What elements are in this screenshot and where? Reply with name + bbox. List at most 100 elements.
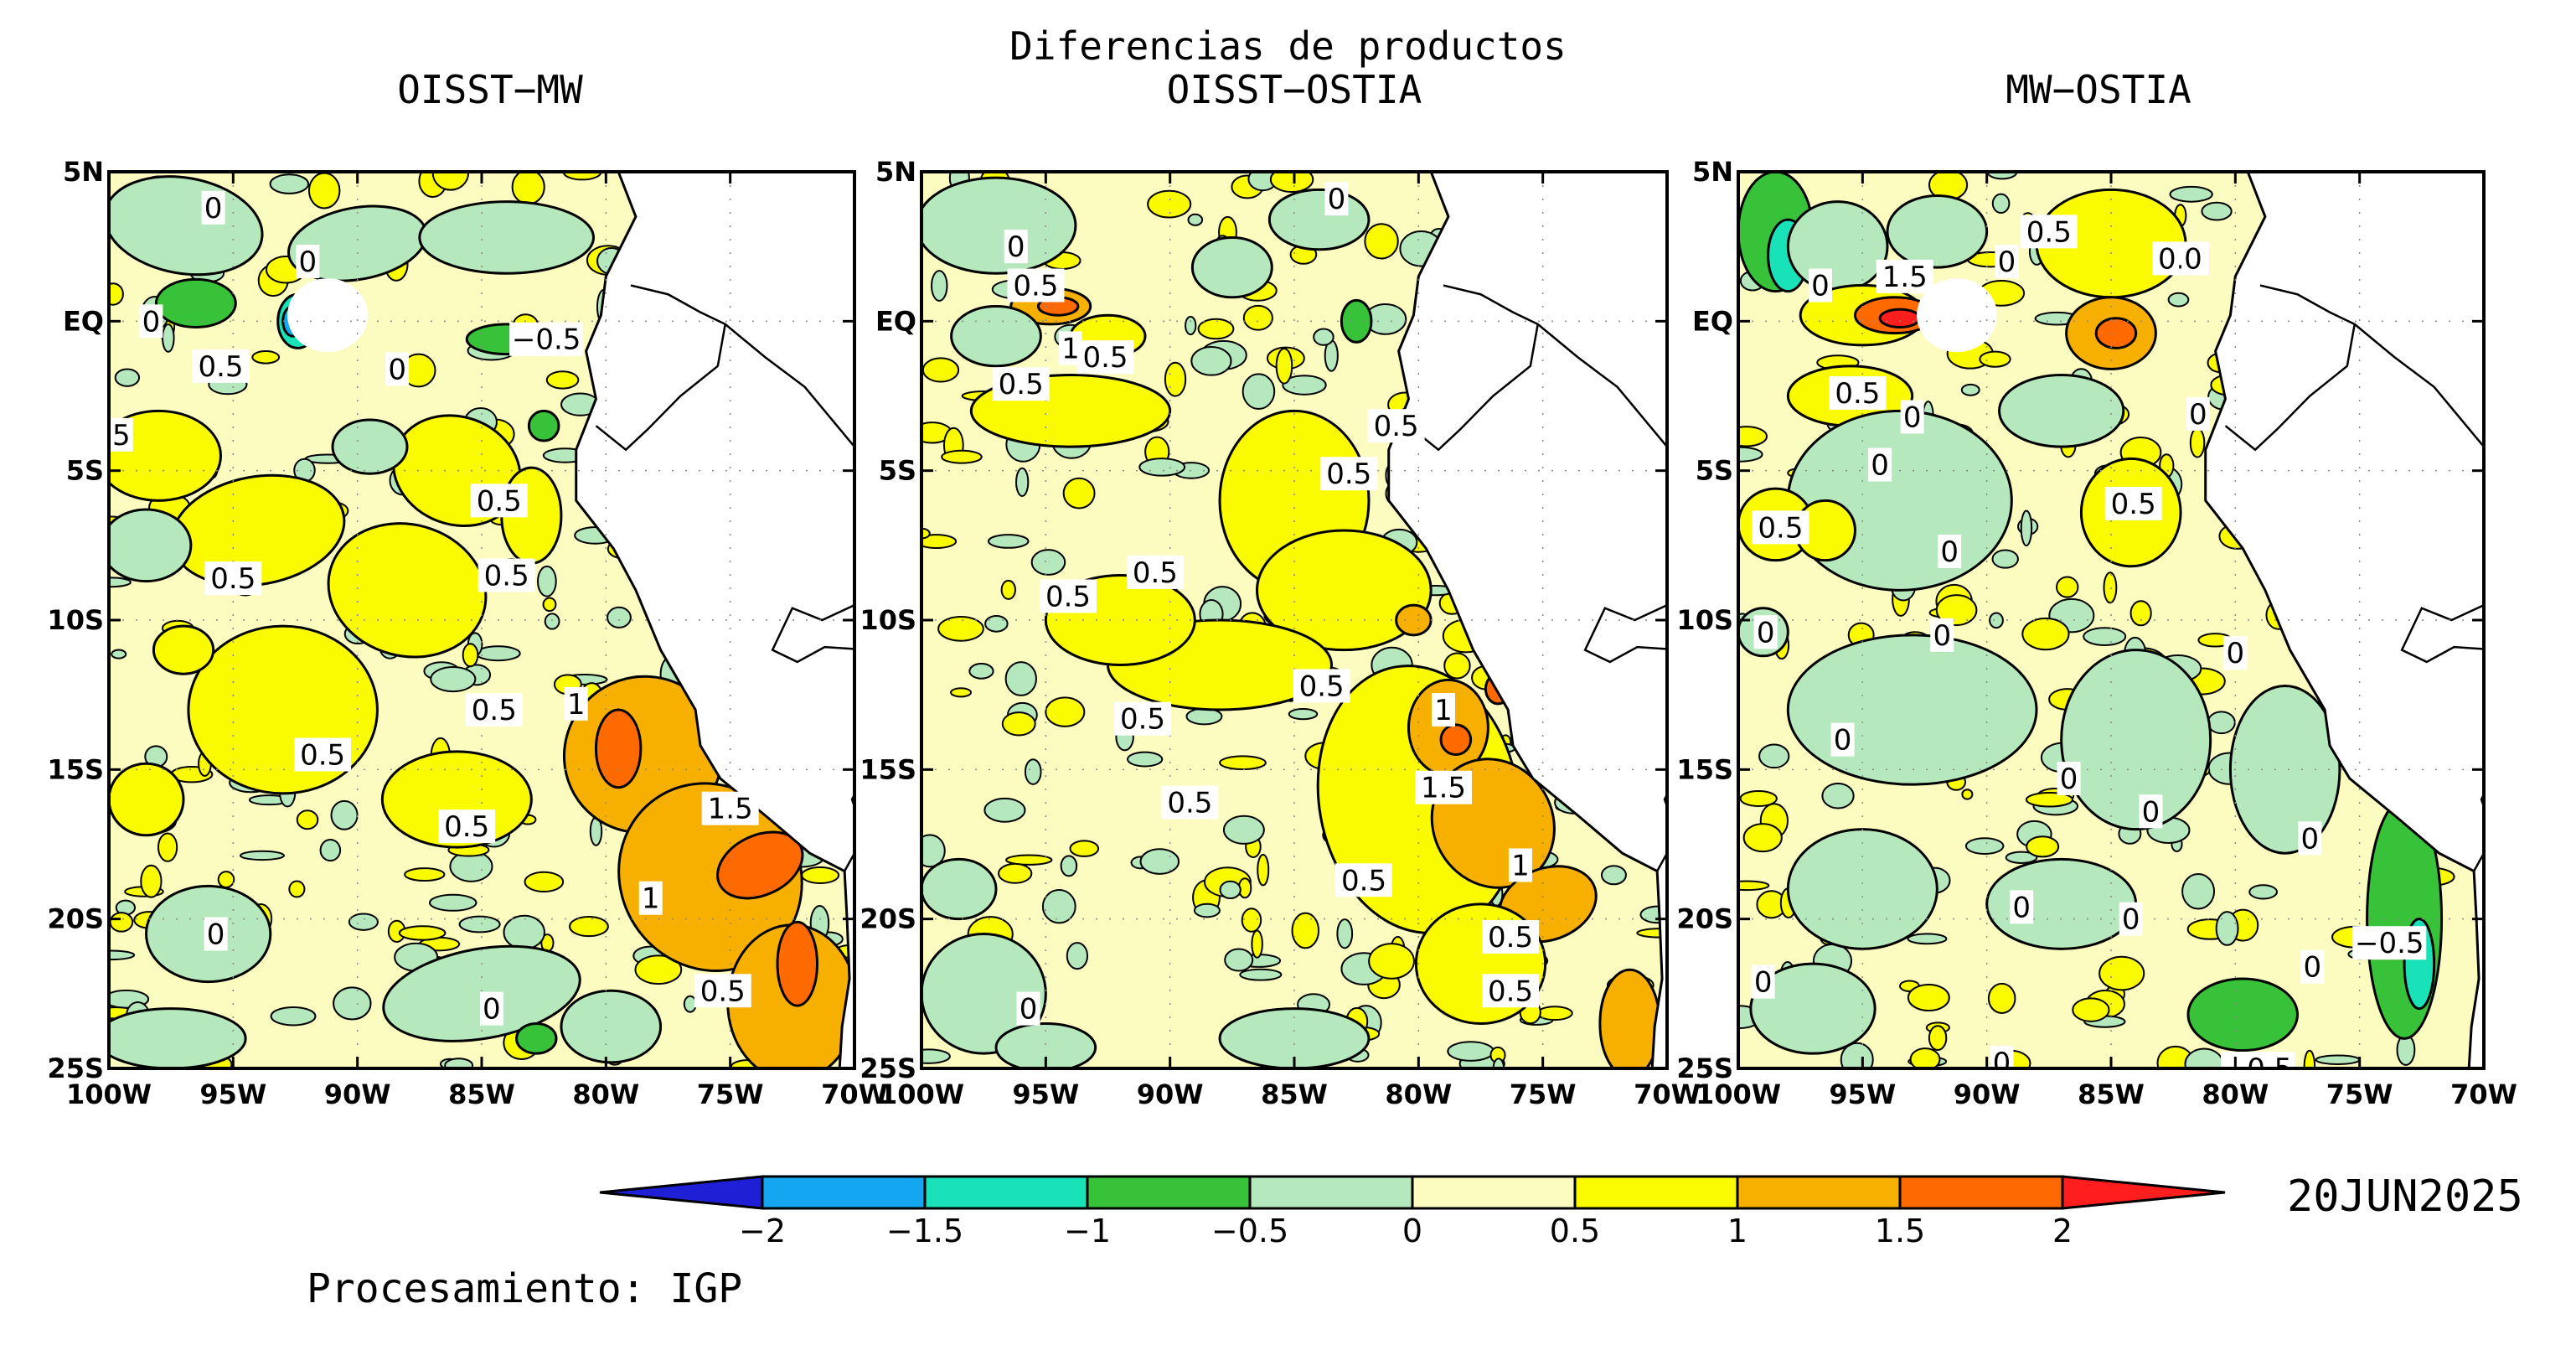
contour-label-bg [2181,241,2205,276]
colorbar-label: 1 [1727,1213,1747,1249]
contour-blob [2021,617,2070,651]
contour-blob [1005,854,1053,866]
contour-blob [162,323,175,353]
contour-label-bg [204,561,262,596]
contour-blob [1187,213,1204,226]
contour-label: 0.5 [1341,864,1386,897]
country-border [2353,323,2484,447]
contour-label: 1 [1511,849,1530,882]
contour-blob [109,912,134,933]
contour-blob [2056,576,2079,598]
contour-label-bg [470,484,528,518]
contour-blob [1909,1047,1941,1068]
country-border [724,323,854,447]
contour-blob [1066,942,1089,970]
contour-blob [1964,837,2005,856]
contour-region [560,989,663,1064]
contour-label: 1.5 [1882,261,1928,294]
contour-blob [937,616,984,642]
contour-region [2186,977,2300,1052]
contour-blob [1222,815,1265,845]
colorbar-label: −1 [1064,1213,1111,1249]
contour-blob [2315,1054,2361,1065]
contour-blob [444,1058,474,1068]
contour-blob [511,172,545,205]
contour-blob [2181,872,2216,910]
contour-region [1256,529,1433,652]
contour-region [109,1007,247,1068]
contour-blob [348,913,379,931]
contour-region [1886,194,1989,269]
contour-blob [1991,193,2011,215]
contour-blob [1219,880,1242,900]
date-label: 20JUN2025 [2287,1171,2523,1222]
contour-blob [2103,571,2118,604]
contour-region [515,1022,558,1055]
contour-region [1985,857,2138,950]
country-border [1536,323,1667,447]
colorbar-label: 1.5 [1875,1213,1925,1249]
contour-blob [1242,304,1273,331]
missing-data-area [1917,278,1998,353]
contour-blob [1821,782,1855,809]
contour-blob [1907,983,1950,1012]
contour-blob [983,797,1026,823]
contour-label: 5 [112,419,131,453]
contour-region [154,277,237,328]
contour-label: 0 [1757,616,1775,649]
contour-region [1786,634,2038,786]
contour-blob [1193,902,1221,918]
contour-label: 0.5 [1120,703,1165,737]
contour-label-bg [1367,409,1425,443]
coastline [1387,172,1664,1068]
contour-blob [931,270,948,302]
contour-label-bg [1753,615,1778,649]
contour-label-bg [638,881,663,915]
colorbar-swatch [1248,1175,1414,1210]
y-tick-label: EQ [63,305,104,337]
contour-label-bg [992,367,1050,401]
panel-title-oisst-ostia: OISST−OSTIA [1166,67,1422,112]
contour-blob [2025,792,2073,808]
x-tick-label: 80W [2202,1078,2269,1110]
contour-label: 0.5 [472,694,517,727]
contour-label: 0.5 [300,739,345,773]
land-mask [576,172,854,1068]
contour-blob [2248,884,2279,900]
contour-blob [503,914,545,950]
contour-blob [2215,911,2239,946]
contour-label-bg [294,737,352,772]
contour-region [921,933,1047,1055]
contour-blob [1291,912,1320,949]
contour-label: 1 [642,882,660,916]
contour-blob [2026,835,2060,858]
contour-label-bg [1320,457,1378,491]
colorbar-swatch [1086,1175,1252,1210]
contour-label: 0 [1328,183,1346,216]
colorbar-swatch [923,1175,1089,1210]
contour-blob [921,834,946,868]
contour-label: 0 [204,192,223,225]
contour-label: 0 [483,993,501,1027]
contour-label: 0 [1871,449,1889,483]
contour-blob [1062,477,1096,509]
contour-blob [2184,1047,2224,1068]
contour-label: 0 [2122,903,2140,937]
contour-label-bg [1876,259,1933,293]
contour-blob [1190,346,1232,376]
contour-region [1267,188,1371,251]
contour-label-bg [1126,555,1184,589]
y-tick-label: 15S [47,753,104,785]
contour-label-bg [479,991,503,1026]
contour-blob [683,995,697,1013]
contour-label: 0 [1940,535,1959,569]
contour-blob [239,850,285,861]
contour-label: 0.5 [1374,410,1419,443]
contour-region [1218,1007,1371,1068]
contour-label-bg [2139,794,2163,829]
x-tick-label: 75W [2326,1078,2393,1110]
contour-label-bg [564,686,588,721]
contour-label-bg [1930,618,1954,652]
contour-label-bg [1829,375,1887,410]
colorbar: −2 −1.5 −1 −0.5 0 0.5 1 1.5 2 [599,1175,2226,1249]
